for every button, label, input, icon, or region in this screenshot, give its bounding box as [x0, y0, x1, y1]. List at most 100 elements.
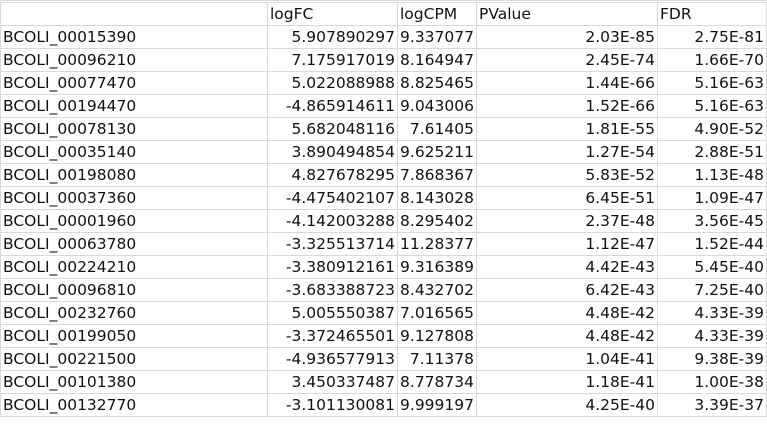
table-row: BCOLI_00078130 5.682048116 7.61405 1.81E-55…	[0, 117, 767, 141]
cell-logfc[interactable]: -3.380912161	[267, 255, 398, 279]
table-row: BCOLI_00037360 -4.475402107 8.143028 6.45E-…	[0, 186, 767, 210]
table-row: BCOLI_00035140 3.890494854 9.625211 1.27E-5…	[0, 140, 767, 164]
cell-logfc[interactable]: 4.827678295	[267, 163, 398, 187]
cell-pvalue[interactable]: 1.12E-47	[476, 232, 658, 256]
cell-pvalue[interactable]: 6.45E-51	[476, 186, 658, 210]
cell-pvalue[interactable]: 1.04E-41	[476, 347, 658, 371]
cell-logfc[interactable]: -3.683388723	[267, 278, 398, 302]
cell-gene-id[interactable]: BCOLI_00063780	[0, 232, 268, 256]
table-row: BCOLI_00101380 3.450337487 8.778734 1.18E-4…	[0, 370, 767, 394]
cell-logcpm[interactable]: 9.999197	[397, 393, 477, 417]
cell-pvalue[interactable]: 4.42E-43	[476, 255, 658, 279]
cell-fdr[interactable]: 5.16E-63	[657, 71, 767, 95]
cell-gene-id[interactable]: BCOLI_00037360	[0, 186, 268, 210]
cell-logfc[interactable]: -4.865914611	[267, 94, 398, 118]
cell-fdr[interactable]: 1.09E-47	[657, 186, 767, 210]
cell-logcpm[interactable]: 9.127808	[397, 324, 477, 348]
cell-gene-id[interactable]: BCOLI_00096810	[0, 278, 268, 302]
cell-pvalue[interactable]: 4.48E-42	[476, 324, 658, 348]
cell-fdr[interactable]: 4.33E-39	[657, 324, 767, 348]
cell-pvalue[interactable]: 4.25E-40	[476, 393, 658, 417]
cell-logcpm[interactable]: 8.432702	[397, 278, 477, 302]
cell-fdr[interactable]: 1.52E-44	[657, 232, 767, 256]
cell-gene-id[interactable]: BCOLI_00001960	[0, 209, 268, 233]
cell-gene-id[interactable]: BCOLI_00221500	[0, 347, 268, 371]
cell-pvalue[interactable]: 4.48E-42	[476, 301, 658, 325]
cell-logcpm[interactable]: 7.11378	[397, 347, 477, 371]
cell-fdr[interactable]: 4.33E-39	[657, 301, 767, 325]
cell-logfc[interactable]: 5.682048116	[267, 117, 398, 141]
cell-pvalue[interactable]: 5.83E-52	[476, 163, 658, 187]
cell-gene-id[interactable]: BCOLI_00198080	[0, 163, 268, 187]
cell-gene-id[interactable]: BCOLI_00035140	[0, 140, 268, 164]
cell-gene-id[interactable]: BCOLI_00224210	[0, 255, 268, 279]
cell-pvalue[interactable]: 1.27E-54	[476, 140, 658, 164]
cell-logfc[interactable]: -3.101130081	[267, 393, 398, 417]
cell-fdr[interactable]: 9.38E-39	[657, 347, 767, 371]
cell-logfc[interactable]: 7.175917019	[267, 48, 398, 72]
header-cell-pvalue[interactable]: PValue	[476, 2, 658, 26]
cell-logfc[interactable]: -4.142003288	[267, 209, 398, 233]
cell-pvalue[interactable]: 1.52E-66	[476, 94, 658, 118]
cell-logfc[interactable]: 3.890494854	[267, 140, 398, 164]
cell-fdr[interactable]: 1.13E-48	[657, 163, 767, 187]
cell-logcpm[interactable]: 7.016565	[397, 301, 477, 325]
cell-gene-id[interactable]: BCOLI_00078130	[0, 117, 268, 141]
cell-logfc[interactable]: 5.907890297	[267, 25, 398, 49]
cell-fdr[interactable]: 3.39E-37	[657, 393, 767, 417]
cell-gene-id[interactable]: BCOLI_00101380	[0, 370, 268, 394]
cell-logfc[interactable]: 3.450337487	[267, 370, 398, 394]
cell-gene-id[interactable]: BCOLI_00077470	[0, 71, 268, 95]
cell-logfc[interactable]: 5.005550387	[267, 301, 398, 325]
cell-gene-id[interactable]: BCOLI_00132770	[0, 393, 268, 417]
cell-logfc[interactable]: -3.325513714	[267, 232, 398, 256]
cell-pvalue[interactable]: 1.81E-55	[476, 117, 658, 141]
cell-logcpm[interactable]: 9.043006	[397, 94, 477, 118]
cell-gene-id[interactable]: BCOLI_00015390	[0, 25, 268, 49]
cell-logcpm[interactable]: 8.778734	[397, 370, 477, 394]
cell-fdr[interactable]: 1.66E-70	[657, 48, 767, 72]
cell-logcpm[interactable]: 7.868367	[397, 163, 477, 187]
cell-pvalue[interactable]: 1.44E-66	[476, 71, 658, 95]
header-row: logFC logCPM PValue FDR	[0, 2, 767, 26]
cell-pvalue[interactable]: 6.42E-43	[476, 278, 658, 302]
table-row: BCOLI_00194470 -4.865914611 9.043006 1.52E-…	[0, 94, 767, 118]
cell-pvalue[interactable]: 1.18E-41	[476, 370, 658, 394]
cell-logcpm[interactable]: 8.143028	[397, 186, 477, 210]
cell-fdr[interactable]: 1.00E-38	[657, 370, 767, 394]
table-row: BCOLI_00198080 4.827678295 7.868367 5.83E-5…	[0, 163, 767, 187]
cell-fdr[interactable]: 4.90E-52	[657, 117, 767, 141]
header-cell-logcpm[interactable]: logCPM	[397, 2, 477, 26]
header-cell-id[interactable]	[0, 2, 268, 26]
cell-logcpm[interactable]: 8.295402	[397, 209, 477, 233]
cell-logcpm[interactable]: 11.28377	[397, 232, 477, 256]
cell-logcpm[interactable]: 8.825465	[397, 71, 477, 95]
cell-pvalue[interactable]: 2.03E-85	[476, 25, 658, 49]
cell-logcpm[interactable]: 9.337077	[397, 25, 477, 49]
cell-logcpm[interactable]: 7.61405	[397, 117, 477, 141]
cell-gene-id[interactable]: BCOLI_00232760	[0, 301, 268, 325]
cell-gene-id[interactable]: BCOLI_00199050	[0, 324, 268, 348]
cell-logcpm[interactable]: 9.316389	[397, 255, 477, 279]
header-cell-fdr[interactable]: FDR	[657, 2, 767, 26]
cell-logcpm[interactable]: 9.625211	[397, 140, 477, 164]
table-row: BCOLI_00096810 -3.683388723 8.432702 6.42E-…	[0, 278, 767, 302]
cell-gene-id[interactable]: BCOLI_00194470	[0, 94, 268, 118]
table-row: BCOLI_00077470 5.022088988 8.825465 1.44E-6…	[0, 71, 767, 95]
cell-logfc[interactable]: -3.372465501	[267, 324, 398, 348]
cell-logfc[interactable]: -4.936577913	[267, 347, 398, 371]
cell-fdr[interactable]: 2.75E-81	[657, 25, 767, 49]
cell-fdr[interactable]: 5.45E-40	[657, 255, 767, 279]
header-cell-logfc[interactable]: logFC	[267, 2, 398, 26]
cell-logcpm[interactable]: 8.164947	[397, 48, 477, 72]
cell-gene-id[interactable]: BCOLI_00096210	[0, 48, 268, 72]
cell-logfc[interactable]: 5.022088988	[267, 71, 398, 95]
cell-pvalue[interactable]: 2.37E-48	[476, 209, 658, 233]
cell-fdr[interactable]: 2.88E-51	[657, 140, 767, 164]
cell-fdr[interactable]: 5.16E-63	[657, 94, 767, 118]
cell-logfc[interactable]: -4.475402107	[267, 186, 398, 210]
cell-fdr[interactable]: 7.25E-40	[657, 278, 767, 302]
cell-pvalue[interactable]: 2.45E-74	[476, 48, 658, 72]
cell-fdr[interactable]: 3.56E-45	[657, 209, 767, 233]
